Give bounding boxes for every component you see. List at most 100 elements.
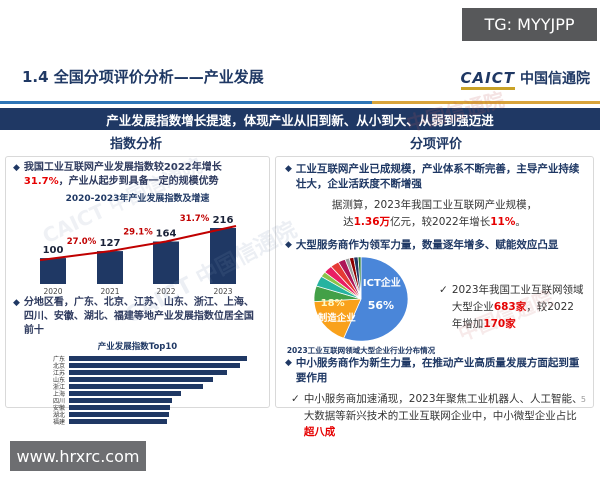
right-bullet-2-text: 大型服务商作为领军力量，数量逐年增多、赋能效应凸显: [295, 238, 559, 251]
column-chart-title: 2020-2023年产业发展指数及增速: [65, 194, 210, 204]
scale-text-1: 据测算，2023年我国工业互联网产业规模，: [331, 199, 538, 212]
check-icon: ✓: [291, 392, 300, 405]
top10-region-label: 四川: [52, 398, 65, 405]
index-column-chart: 100 2020 127 2021 164 2022 216 2023 27.0% 29.1% 31…: [39, 214, 237, 296]
caict-logo-text: CAICT: [460, 69, 515, 90]
check1-text-2: ，较2022年增加: [451, 301, 574, 330]
top10-bar: [69, 391, 182, 396]
top10-row: 浙江: [39, 383, 262, 391]
svg-text:27.0%: 27.0%: [67, 237, 97, 247]
top10-region-label: 安徽: [52, 405, 65, 412]
sme-share-highlight: 超八成: [303, 426, 336, 439]
section-title-index-analysis: 指数分析: [109, 137, 162, 152]
scale-text-4: 。: [515, 215, 526, 228]
caict-org-name: 中国信通院: [520, 71, 590, 87]
top10-row: 福建: [39, 418, 262, 426]
top10-region-label: 福建: [52, 419, 65, 426]
scale-text-3: 亿元，较2022年增长: [390, 215, 491, 228]
enterprise-count-highlight: 683家: [493, 301, 527, 314]
header-divider: [0, 101, 600, 104]
top10-region-label: 浙江: [52, 384, 65, 391]
top10-region-label: 山东: [52, 377, 65, 384]
top10-chart-title: 产业发展指数Top10: [97, 342, 178, 352]
left-bullet-1-pre: 我国工业互联网产业发展指数较2022年增长: [23, 162, 222, 173]
top10-bar: [69, 377, 214, 382]
page-number: 5: [580, 395, 586, 404]
pie-label-mfg: 制造企业: [317, 313, 356, 325]
pie-chart-block: ICT企业 56% 18% 制造企业 2023工业互联网领域大型企业行业分布情况: [285, 256, 437, 356]
svg-text:164: 164: [156, 228, 177, 239]
top10-row: 四川: [39, 397, 262, 405]
diamond-bullet-icon: ◆: [285, 164, 292, 174]
top10-row: 湖北: [39, 411, 262, 419]
large-enterprise-note: ✓ 2023年我国工业互联网领域大型企业683家，较2022年增加170家: [437, 256, 584, 356]
top10-region-label: 江苏: [52, 370, 65, 377]
caict-logo: CAICT 中国信通院: [460, 68, 590, 90]
top10-row: 广东: [39, 355, 262, 363]
top10-row: 江苏: [39, 369, 262, 377]
svg-text:2022: 2022: [156, 287, 175, 296]
pie-chart-svg: [313, 256, 409, 342]
pie-label-ict-pct: 56%: [367, 299, 395, 313]
check2-text-1: 中小服务商加速涌现，2023年聚焦工业机器人、人工智能、大数据等新兴技术的工业互…: [303, 392, 583, 422]
top10-bar: [69, 363, 240, 368]
svg-text:100: 100: [43, 245, 64, 256]
top10-bar: [69, 405, 171, 410]
diamond-bullet-icon: ◆: [13, 163, 20, 173]
pie-chart-caption: 2023工业互联网领域大型企业行业分布情况: [286, 346, 436, 356]
industry-pie-chart: ICT企业 56% 18% 制造企业: [313, 256, 409, 342]
top10-bar: [69, 356, 247, 361]
scale-growth-highlight: 11%: [490, 215, 516, 228]
svg-text:29.1%: 29.1%: [123, 227, 153, 237]
top10-bar: [69, 370, 228, 375]
tg-badge: TG: MYYJPP: [462, 8, 597, 41]
index-analysis-panel: ◆ 我国工业互联网产业发展指数较2022年增长31.7%，产业从起步到具备一定的…: [5, 156, 270, 426]
svg-text:127: 127: [100, 238, 121, 249]
pie-chart-row: ICT企业 56% 18% 制造企业 2023工业互联网领域大型企业行业分布情况…: [285, 256, 584, 356]
right-bullet-3-text: 中小服务商作为新生力量，在推动产业高质量发展方面起到重要作用: [295, 357, 580, 385]
left-bullet-2: ◆ 分地区看，广东、北京、江苏、山东、浙江、上海、四川、安徽、湖北、福建等地产业…: [13, 296, 262, 338]
pie-label-ict: ICT企业: [362, 278, 401, 290]
scale-value-highlight: 1.36万: [353, 215, 391, 228]
top10-row: 安徽: [39, 404, 262, 412]
top10-row: 山东: [39, 376, 262, 384]
top10-bar: [69, 384, 203, 389]
enterprise-increase-highlight: 170家: [483, 317, 516, 330]
page-title: 1.4 全国分项评价分析——产业发展: [22, 68, 264, 86]
svg-text:31.7%: 31.7%: [180, 214, 210, 224]
site-watermark: www.hrxrc.com: [10, 441, 146, 471]
svg-text:2021: 2021: [100, 287, 119, 296]
right-bullet-1-text: 工业互联网产业已成规模，产业体系不断完善，主导产业持续壮大，企业活跃度不断增强: [295, 163, 580, 191]
diamond-bullet-icon: ◆: [285, 239, 292, 250]
scale-statistic-text: 据测算，2023年我国工业互联网产业规模， 达1.36万亿元，较2022年增长11…: [289, 197, 580, 230]
sub-evaluation-panel: ◆ 工业互联网产业已成规模，产业体系不断完善，主导产业持续壮大，企业活跃度不断增…: [275, 156, 594, 438]
top10-row: 北京: [39, 362, 262, 370]
check-icon: ✓: [439, 284, 448, 297]
top10-bar-chart: 广东 北京 江苏 山东 浙江 上海 四川 安徽 湖北 福建: [13, 355, 262, 426]
top10-region-label: 湖北: [52, 412, 65, 419]
top10-region-label: 广东: [52, 356, 65, 363]
scale-text-2: 达: [343, 215, 354, 228]
top10-row: 上海: [39, 390, 262, 398]
top10-bar: [69, 412, 169, 417]
check1-text-1: 2023年我国工业互联网领域大型企业: [451, 284, 584, 314]
left-bullet-1-text: 我国工业互联网产业发展指数较2022年增长 31.7%，产业从起步到具备一定的规模…: [24, 161, 262, 189]
right-bullet-3: ◆ 中小服务商作为新生力量，在推动产业高质量发展方面起到重要作用: [285, 356, 584, 386]
top10-bar: [69, 398, 173, 403]
svg-text:216: 216: [213, 215, 234, 226]
check-line-1: ✓ 2023年我国工业互联网领域大型企业683家，较2022年增加170家: [439, 282, 584, 332]
growth-rate-highlight: 31.7%: [23, 176, 59, 187]
diamond-bullet-icon: ◆: [13, 298, 20, 308]
key-message-banner: 产业发展指数增长提速，体现产业从旧到新、从小到大、从弱到强迈进: [0, 108, 600, 130]
svg-text:2020: 2020: [43, 287, 62, 296]
right-bullet-1: ◆ 工业互联网产业已成规模，产业体系不断完善，主导产业持续壮大，企业活跃度不断增…: [285, 162, 584, 192]
sme-note-text: 中小服务商加速涌现，2023年聚焦工业机器人、人工智能、大数据等新兴技术的工业互…: [304, 391, 584, 441]
check-line-1-text: 2023年我国工业互联网领域大型企业683家，较2022年增加170家: [452, 282, 584, 332]
top10-region-label: 上海: [52, 391, 65, 398]
right-bullet-2: ◆ 大型服务商作为领军力量，数量逐年增多、赋能效应凸显: [285, 238, 584, 253]
left-bullet-1-post: ，产业从起步到具备一定的规模优势: [58, 176, 219, 187]
pie-label-mfg-pct: 18%: [320, 298, 345, 310]
diamond-bullet-icon: ◆: [285, 358, 292, 369]
section-title-sub-evaluation: 分项评价: [409, 137, 462, 152]
left-bullet-1: ◆ 我国工业互联网产业发展指数较2022年增长 31.7%，产业从起步到具备一定的…: [13, 161, 262, 189]
